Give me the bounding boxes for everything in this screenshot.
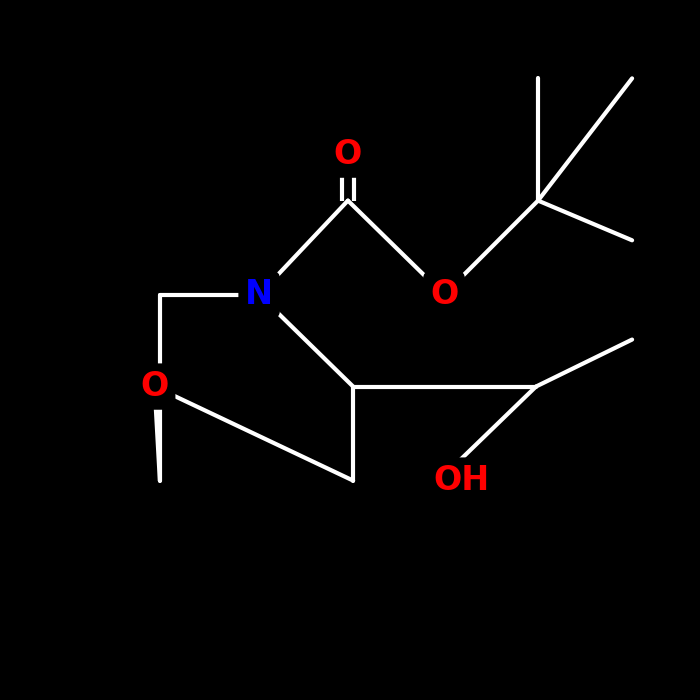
Text: OH: OH xyxy=(434,464,490,497)
Text: N: N xyxy=(245,278,273,311)
Text: O: O xyxy=(141,370,169,403)
Text: O: O xyxy=(430,278,459,311)
Text: O: O xyxy=(334,138,362,171)
